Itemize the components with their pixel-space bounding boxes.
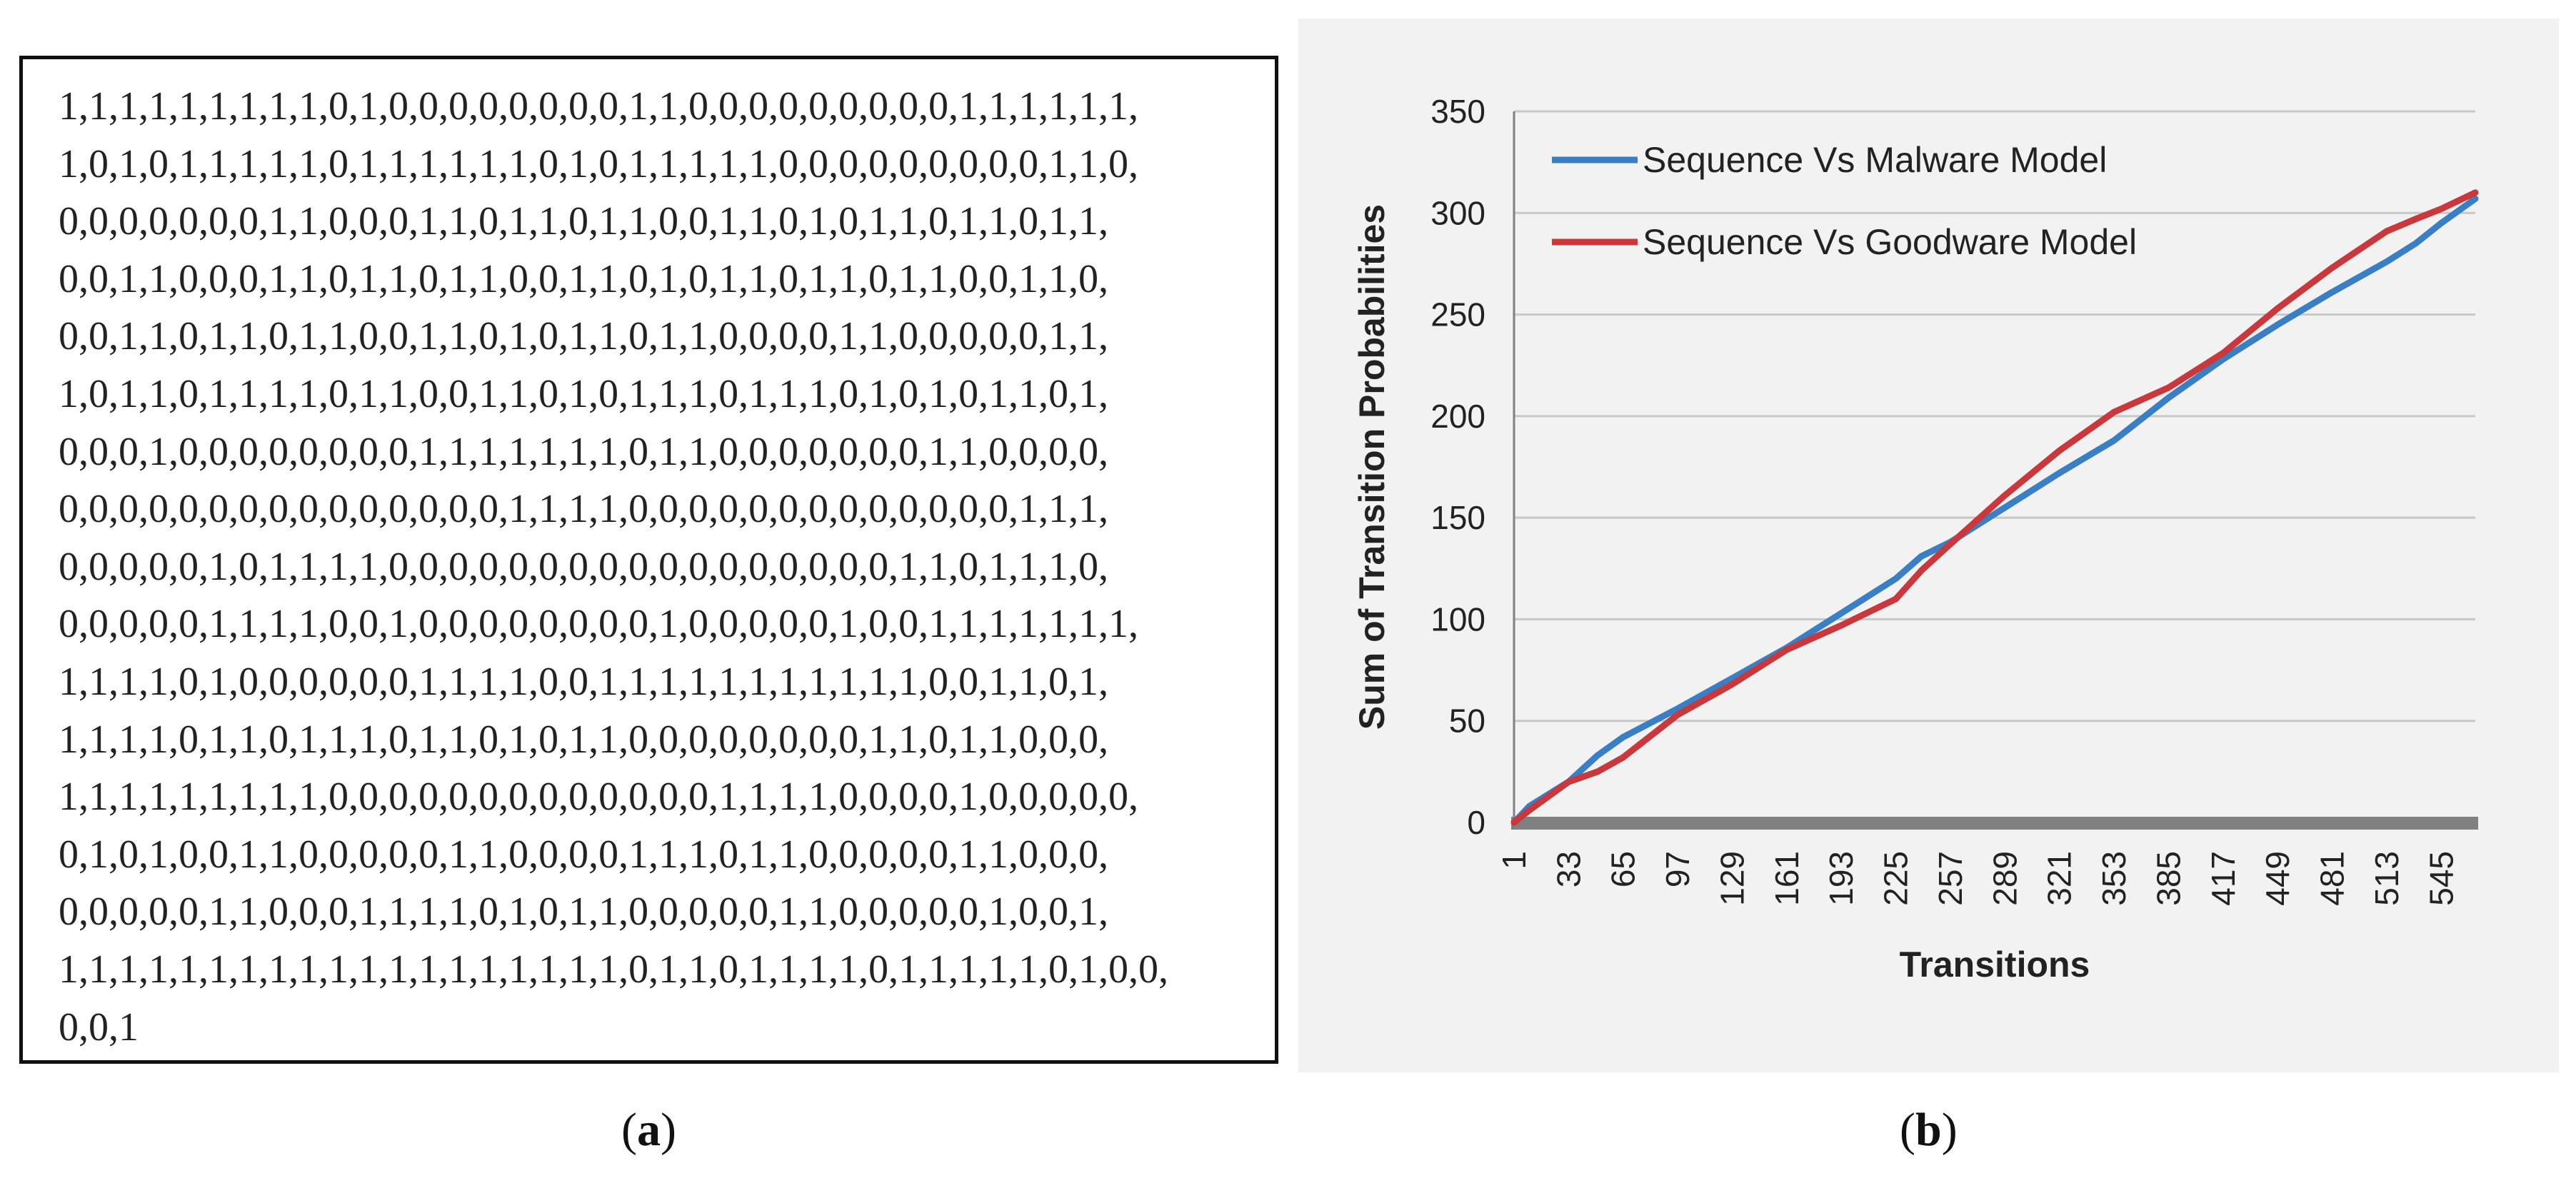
x-tick-label: 65 xyxy=(1605,851,1642,887)
x-axis-line xyxy=(1511,817,2478,830)
x-tick-label: 449 xyxy=(2259,851,2296,906)
sequence-text: 1,1,1,1,1,1,1,1,1,0,1,0,0,0,0,0,0,0,0,1,… xyxy=(59,78,1261,1056)
caption-a: (a) xyxy=(621,1104,676,1156)
sequence-line: 0,0,1,1,0,0,0,1,1,0,1,1,0,1,1,0,0,1,1,0,… xyxy=(59,256,1108,301)
legend: Sequence Vs Malware Model Sequence Vs Goo… xyxy=(1552,140,2137,262)
sequence-line: 0,0,0,1,0,0,0,0,0,0,0,0,1,1,1,1,1,1,1,0,… xyxy=(59,429,1108,474)
x-tick-label: 321 xyxy=(2041,851,2078,906)
x-tick-label: 225 xyxy=(1878,851,1915,906)
transition-probability-chart: 0 50 100 150 200 250 300 350 1 33 65 97 129 161 193 22… xyxy=(1352,93,2479,985)
y-axis-title: Sum of Transition Probabilities xyxy=(1352,204,1392,730)
sequence-line: 0,0,0,0,0,1,1,0,0,0,1,1,1,1,0,1,0,1,1,0,… xyxy=(59,890,1108,935)
y-tick-label: 50 xyxy=(1449,703,1485,740)
x-tick-label: 33 xyxy=(1550,851,1587,887)
caption-a-letter: a xyxy=(636,1104,661,1156)
series-lines xyxy=(1510,189,2479,826)
x-tick-label: 353 xyxy=(2095,851,2133,906)
y-tick-label: 250 xyxy=(1430,296,1485,333)
goodware-series-line xyxy=(1510,189,2479,826)
x-tick-label: 1 xyxy=(1495,851,1533,870)
x-tick-label: 513 xyxy=(2368,851,2405,906)
x-tick-label: 129 xyxy=(1713,851,1750,906)
y-tick-label: 300 xyxy=(1430,194,1485,231)
x-tick-label: 193 xyxy=(1823,851,1860,906)
x-tick-label: 257 xyxy=(1932,851,1969,906)
x-tick-label: 161 xyxy=(1768,851,1805,906)
sequence-line: 1,0,1,1,0,1,1,1,1,0,1,1,0,0,1,1,0,1,0,1,… xyxy=(59,371,1108,416)
sequence-line: 0,1,0,1,0,0,1,1,0,0,0,0,0,1,1,0,0,0,0,1,… xyxy=(59,832,1108,877)
y-tick-label: 200 xyxy=(1430,398,1485,435)
y-tick-label: 0 xyxy=(1467,804,1485,841)
axes xyxy=(1511,111,2478,830)
sequence-panel: 1,1,1,1,1,1,1,1,1,0,1,0,0,0,0,0,0,0,0,1,… xyxy=(19,56,1278,1064)
x-tick-label: 97 xyxy=(1659,851,1696,887)
caption-b-letter: b xyxy=(1915,1104,1942,1156)
sequence-line: 0,0,0,0,0,0,0,0,0,0,0,0,0,0,0,1,1,1,1,0,… xyxy=(59,487,1108,532)
x-tick-label: 481 xyxy=(2314,851,2351,906)
sequence-line: 0,0,1,1,0,1,1,0,1,1,0,0,1,1,0,1,0,1,1,0,… xyxy=(59,314,1108,359)
sequence-line: 0,0,0,0,0,0,0,1,1,0,0,0,1,1,0,1,1,0,1,1,… xyxy=(59,199,1108,244)
legend-entry-malware-label: Sequence Vs Malware Model xyxy=(1643,140,2107,180)
sequence-line: 1,1,1,1,0,1,1,0,1,1,1,0,1,1,0,1,0,1,1,0,… xyxy=(59,717,1108,762)
sequence-line: 1,0,1,0,1,1,1,1,1,0,1,1,1,1,1,1,0,1,0,1,… xyxy=(59,141,1138,186)
sequence-line: 1,1,1,1,0,1,0,0,0,0,0,0,1,1,1,1,0,0,1,1,… xyxy=(59,659,1108,704)
chart-panel xyxy=(1298,19,2559,1072)
caption-b: (b) xyxy=(1900,1104,1958,1156)
sequence-line: 0,0,0,0,0,1,1,1,1,0,0,1,0,0,0,0,0,0,0,0,… xyxy=(59,602,1138,647)
sequence-line: 0,0,1 xyxy=(59,1005,139,1049)
sequence-line: 1,1,1,1,1,1,1,1,1,0,0,0,0,0,0,0,0,0,0,0,… xyxy=(59,775,1138,820)
sequence-line: 1,1,1,1,1,1,1,1,1,0,1,0,0,0,0,0,0,0,0,1,… xyxy=(59,84,1138,129)
y-tick-label: 100 xyxy=(1430,600,1485,638)
y-tick-labels: 0 50 100 150 200 250 300 350 xyxy=(1430,93,1485,841)
x-tick-label: 385 xyxy=(2150,851,2187,906)
sequence-line: 0,0,0,0,0,1,0,1,1,1,1,0,0,0,0,0,0,0,0,0,… xyxy=(59,544,1108,589)
legend-entry-goodware-label: Sequence Vs Goodware Model xyxy=(1643,222,2137,262)
x-axis-title: Transitions xyxy=(1900,945,2090,985)
y-tick-label: 150 xyxy=(1430,499,1485,536)
sequence-line: 1,1,1,1,1,1,1,1,1,1,1,1,1,1,1,1,1,1,1,0,… xyxy=(59,947,1168,992)
grid-lines xyxy=(1514,110,2475,723)
y-tick-label: 350 xyxy=(1430,93,1485,130)
x-tick-label: 545 xyxy=(2422,851,2460,906)
x-tick-label: 417 xyxy=(2205,851,2242,906)
x-tick-label: 289 xyxy=(1986,851,2023,906)
x-tick-labels: 1 33 65 97 129 161 193 225 257 289 321 353 385 417 449… xyxy=(1495,851,2460,906)
